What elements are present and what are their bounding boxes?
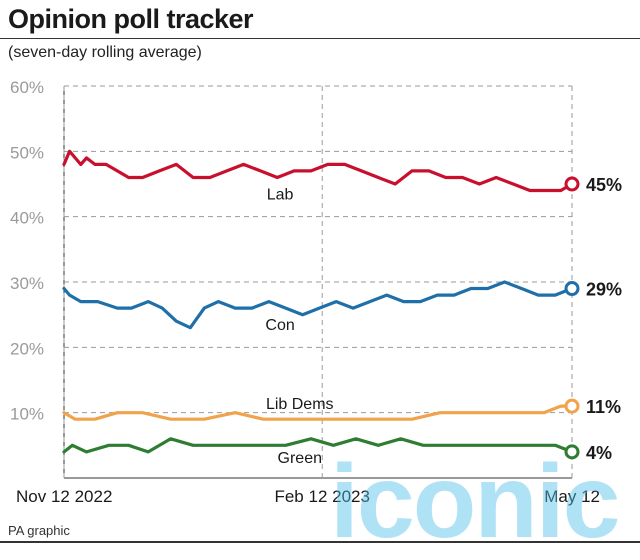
series-line-con (62, 280, 574, 330)
series-labels: 45% Lab 29% Con 11% Lib Dems 4% Green (265, 175, 622, 467)
series-end-value: 29% (586, 280, 622, 300)
x-axis: Nov 12 2022 Feb 12 2023 May 12 (16, 487, 600, 506)
y-tick-label: 10% (10, 405, 44, 424)
y-tick-label: 30% (10, 274, 44, 293)
series-line-lab (62, 149, 574, 193)
series-line-lib-dems (62, 404, 574, 421)
page-subtitle: (seven-day rolling average) (8, 44, 202, 61)
y-tick-label: 50% (10, 143, 44, 162)
poll-line-chart: 10% 20% 30% 40% 50% 60% Nov 12 2022 Feb 12 202… (10, 78, 622, 506)
footer-rule (0, 541, 640, 543)
x-tick-label: May 12 (544, 487, 600, 506)
x-tick-label: Feb 12 2023 (274, 487, 369, 506)
series-end-marker (564, 398, 580, 414)
series-lines (62, 149, 580, 460)
series-name-label: Lib Dems (266, 396, 334, 413)
series-name-label: Con (265, 317, 294, 334)
series-end-marker (564, 444, 580, 460)
series-end-marker (564, 281, 580, 297)
series-end-marker (564, 176, 580, 192)
page-title: Opinion poll tracker (8, 4, 254, 34)
y-axis: 10% 20% 30% 40% 50% 60% (10, 78, 44, 424)
series-end-value: 4% (586, 443, 612, 463)
y-tick-label: 60% (10, 78, 44, 97)
series-end-value: 45% (586, 175, 622, 195)
title-rule (0, 38, 640, 39)
series-name-label: Green (278, 450, 322, 467)
y-tick-label: 40% (10, 209, 44, 228)
source-credit: PA graphic (8, 523, 70, 538)
series-end-value: 11% (586, 397, 621, 417)
series-line-green (62, 437, 574, 454)
series-name-label: Lab (267, 186, 294, 203)
y-tick-label: 20% (10, 339, 44, 358)
x-tick-label: Nov 12 2022 (16, 487, 112, 506)
